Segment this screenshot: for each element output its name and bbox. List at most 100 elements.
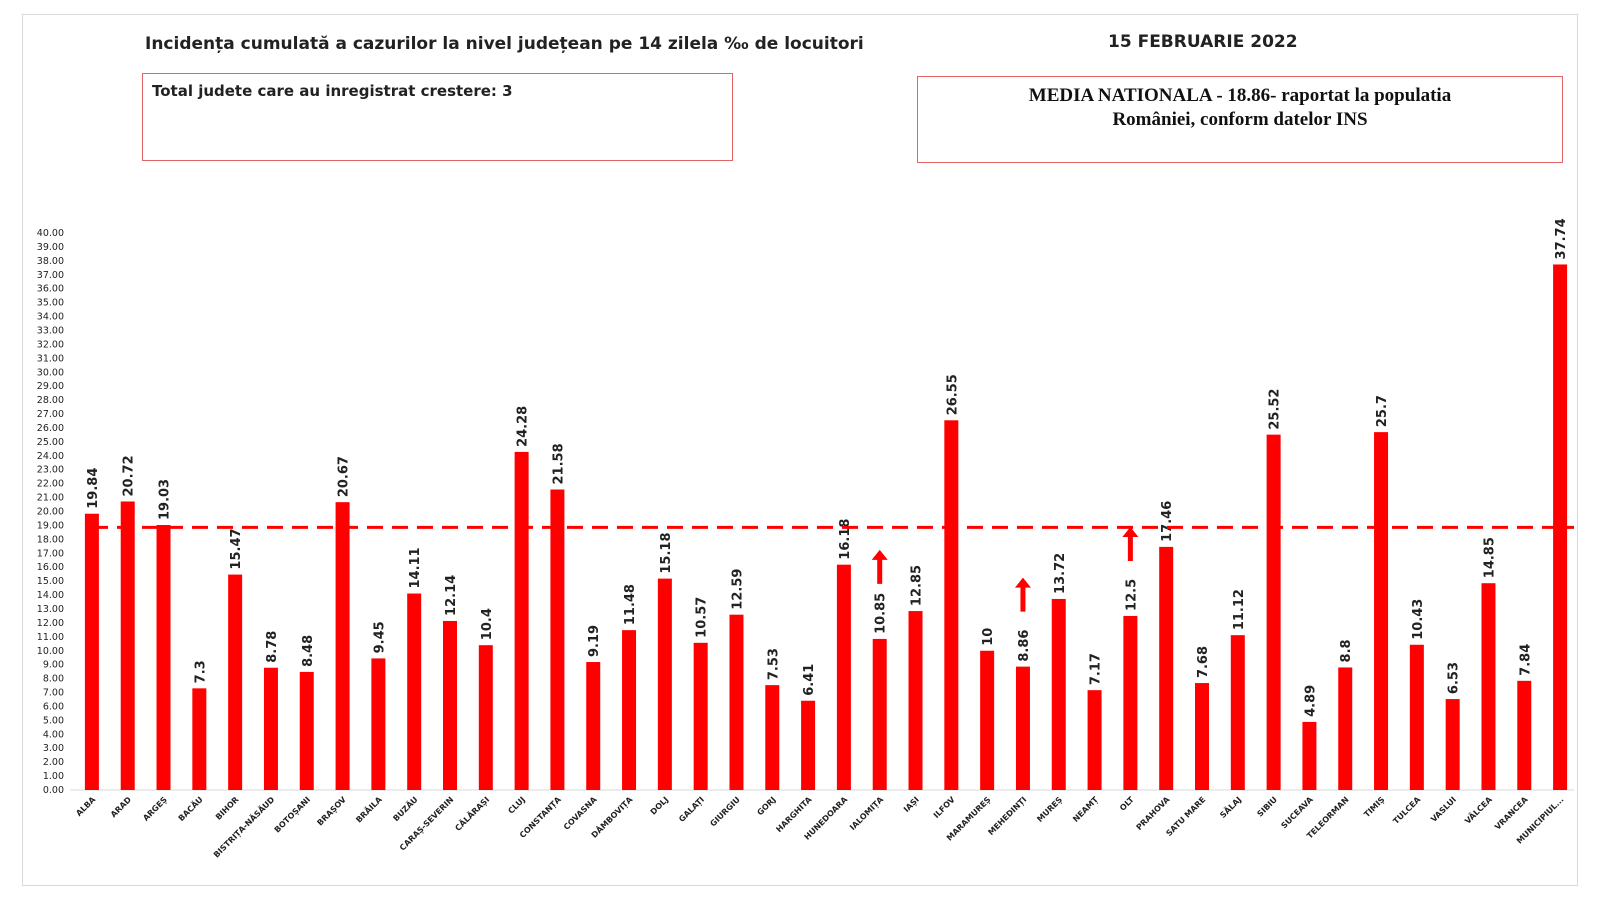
- data-label: 13.72: [1053, 553, 1068, 594]
- bar: [335, 502, 350, 790]
- bar: [1302, 721, 1317, 790]
- data-label: 10: [981, 628, 996, 646]
- y-tick-label: 40.00: [37, 228, 64, 239]
- data-label: 7.84: [1518, 644, 1533, 676]
- bar: [836, 564, 851, 790]
- y-tick-label: 15.00: [37, 576, 64, 587]
- y-tick-label: 34.00: [37, 312, 64, 323]
- bar: [729, 614, 744, 790]
- y-tick-label: 0.00: [43, 785, 64, 796]
- data-label: 15.47: [229, 528, 244, 569]
- category-label: NEAMȚ: [1071, 795, 1101, 825]
- bar: [1195, 683, 1209, 790]
- increase-arrow-icon: [871, 549, 888, 584]
- bar: [120, 501, 135, 790]
- data-label: 10.57: [695, 597, 710, 638]
- bar: [1087, 690, 1102, 790]
- y-tick-label: 36.00: [37, 284, 64, 295]
- data-label: 20.72: [122, 455, 137, 496]
- report-date: 15 FEBRUARIE 2022: [1108, 32, 1298, 52]
- y-tick-label: 10.00: [37, 646, 64, 657]
- category-label: SUCEAVA: [1279, 794, 1315, 830]
- data-label: 19.03: [158, 479, 173, 520]
- y-tick-label: 8.00: [43, 674, 64, 685]
- category-label: ARAD: [109, 795, 133, 819]
- y-tick-label: 7.00: [43, 688, 64, 699]
- data-label: 7.53: [766, 648, 781, 680]
- bar: [872, 638, 887, 790]
- data-label: 4.89: [1303, 685, 1318, 717]
- bar: [84, 513, 99, 790]
- y-tick-label: 11.00: [37, 632, 64, 643]
- bar: [908, 611, 923, 790]
- data-label: 17.46: [1160, 501, 1175, 542]
- data-label: 14.11: [408, 547, 423, 588]
- category-label: BISTRIȚA-NĂSĂUD: [211, 793, 278, 860]
- category-label: OLT: [1118, 795, 1136, 813]
- y-tick-label: 12.00: [37, 618, 64, 629]
- data-label: 7.17: [1089, 653, 1104, 685]
- bar: [1123, 615, 1138, 790]
- y-tick-label: 21.00: [37, 493, 64, 504]
- bar: [944, 420, 959, 790]
- bar: [980, 650, 995, 790]
- y-tick-label: 18.00: [37, 534, 64, 545]
- category-label: TULCEA: [1391, 794, 1422, 825]
- data-label: 10.85: [874, 593, 889, 634]
- category-label: ILFOV: [932, 794, 958, 820]
- category-label: IALOMIȚA: [848, 794, 886, 832]
- category-label: VRANCEA: [1493, 794, 1530, 831]
- bar: [1517, 680, 1532, 790]
- data-label: 10.4: [480, 608, 495, 640]
- bar: [1374, 432, 1389, 790]
- chart-frame: [22, 14, 1578, 886]
- y-tick-label: 3.00: [43, 743, 64, 754]
- y-tick-label: 24.00: [37, 451, 64, 462]
- category-label: BACĂU: [175, 794, 204, 823]
- bar: [1159, 546, 1174, 790]
- bar: [192, 688, 207, 790]
- data-label: 16.18: [838, 519, 853, 560]
- data-label: 6.53: [1447, 662, 1462, 694]
- y-tick-label: 2.00: [43, 757, 64, 768]
- y-tick-label: 31.00: [37, 353, 64, 364]
- category-label: TIMIȘ: [1362, 795, 1387, 820]
- category-label: SIBIU: [1255, 795, 1279, 819]
- data-label: 25.7: [1375, 395, 1390, 427]
- data-label: 20.67: [337, 456, 352, 497]
- category-label: PRAHOVA: [1135, 794, 1173, 832]
- bar: [765, 685, 780, 790]
- data-label: 14.85: [1482, 537, 1497, 578]
- y-tick-label: 32.00: [37, 339, 64, 350]
- category-label: MUREȘ: [1035, 795, 1065, 825]
- category-label: CLUJ: [506, 795, 527, 816]
- y-tick-label: 38.00: [37, 256, 64, 267]
- y-tick-label: 13.00: [37, 604, 64, 615]
- category-label: VÂLCEA: [1462, 793, 1495, 826]
- data-label: 9.45: [372, 621, 387, 653]
- y-tick-label: 39.00: [37, 242, 64, 253]
- bar: [407, 593, 422, 790]
- data-label: 15.18: [659, 532, 674, 573]
- increase-count-text: Total judete care au inregistrat crester…: [152, 82, 513, 100]
- category-label: ARGEȘ: [141, 795, 170, 824]
- bar: [693, 642, 708, 790]
- bar: [1230, 635, 1245, 790]
- y-tick-label: 33.00: [37, 325, 64, 336]
- category-label: COVASNA: [562, 794, 599, 831]
- data-label: 19.84: [86, 468, 101, 509]
- category-label: BOTOȘANI: [273, 795, 313, 835]
- bar: [1409, 644, 1424, 790]
- bar: [371, 658, 386, 790]
- bar: [156, 525, 171, 790]
- y-tick-label: 29.00: [37, 381, 64, 392]
- category-label: HARGHITA: [774, 794, 814, 834]
- bar: [514, 451, 529, 790]
- bar: [299, 671, 314, 790]
- y-tick-label: 28.00: [37, 395, 64, 406]
- data-label: 12.59: [730, 569, 745, 610]
- increase-arrow-icon: [1122, 526, 1139, 561]
- category-label: BRĂILA: [353, 793, 384, 824]
- bar: [1266, 434, 1281, 790]
